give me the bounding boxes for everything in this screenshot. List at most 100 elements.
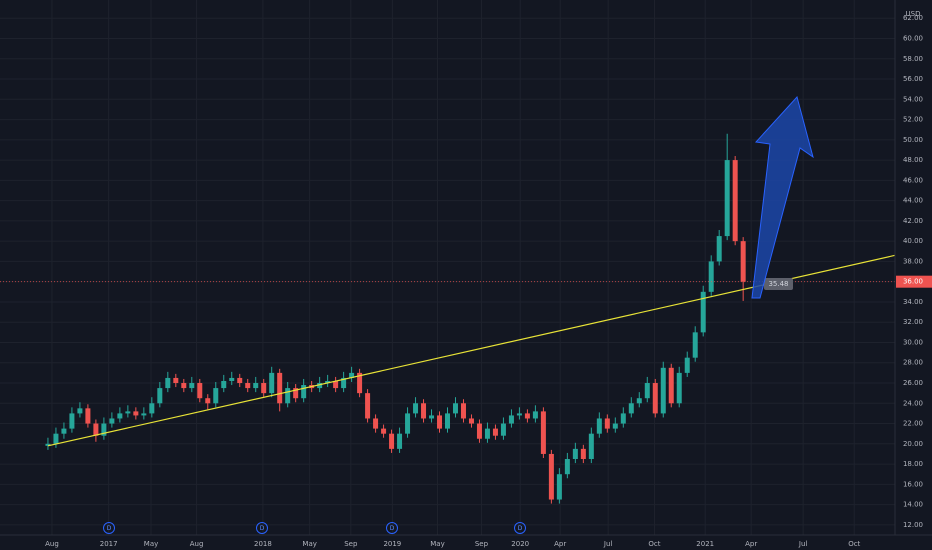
candle-body xyxy=(588,433,594,460)
candle-body xyxy=(580,448,586,460)
x-tick-label: Aug xyxy=(190,540,204,548)
dividend-marker xyxy=(514,522,526,534)
candle-body xyxy=(333,380,339,389)
x-tick-label: 2019 xyxy=(383,540,401,548)
arrow-drawing xyxy=(751,95,814,299)
price-tag-box xyxy=(764,278,793,290)
plot: 35.48 xyxy=(0,133,896,504)
candle-body xyxy=(269,372,275,394)
candle-body xyxy=(484,428,490,439)
x-tick-label: Aug xyxy=(45,540,59,548)
y-tick-label: 56.00 xyxy=(903,75,923,83)
y-tick-label: 48.00 xyxy=(903,156,923,164)
candle-body xyxy=(540,411,546,454)
x-tick-label: Jul xyxy=(798,540,808,548)
candle-body xyxy=(229,377,235,381)
candle-body xyxy=(285,388,291,404)
candle-body xyxy=(301,385,307,399)
y-tick-label: 62.00 xyxy=(903,14,923,22)
y-tick-label: 12.00 xyxy=(903,521,923,529)
candle-body xyxy=(740,241,746,282)
candle-body xyxy=(109,418,115,424)
x-tick-label: Sep xyxy=(344,540,358,548)
candle-body xyxy=(221,380,227,389)
y-tick-label: 18.00 xyxy=(903,460,923,468)
candle-body xyxy=(684,357,690,373)
x-tick-label: May xyxy=(430,540,444,548)
candle-body xyxy=(357,372,363,394)
candle-body xyxy=(205,398,211,404)
y-tick-label: 22.00 xyxy=(903,420,923,428)
candle-body xyxy=(69,413,75,429)
candle-body xyxy=(149,403,155,414)
candle-body xyxy=(660,367,666,414)
y-tick-label: 54.00 xyxy=(903,95,923,103)
candle-body xyxy=(724,160,730,237)
candle-body xyxy=(381,428,387,434)
candle-body xyxy=(532,411,538,419)
x-tick-label: Oct xyxy=(848,540,860,548)
x-tick-label: 2018 xyxy=(254,540,272,548)
candle-body xyxy=(237,377,243,384)
y-tick-label: 26.00 xyxy=(903,379,923,387)
dividend-label: D xyxy=(107,525,112,532)
x-tick-label: 2020 xyxy=(511,540,529,548)
candle-body xyxy=(93,423,99,436)
x-tick-label: May xyxy=(302,540,316,548)
candle-body xyxy=(253,383,259,389)
candle-body xyxy=(524,413,530,419)
candle-body xyxy=(732,160,738,242)
dividend-label: D xyxy=(518,525,523,532)
last-price-label: 36.00 xyxy=(903,278,923,286)
currency-label: USD xyxy=(906,10,921,18)
candle-body xyxy=(572,448,578,460)
candle-body xyxy=(349,372,355,378)
candle-body xyxy=(397,433,403,449)
y-tick-label: 32.00 xyxy=(903,318,923,326)
candle-body xyxy=(652,383,658,414)
y-tick-label: 24.00 xyxy=(903,399,923,407)
y-tick-label: 30.00 xyxy=(903,338,923,346)
x-tick-label: May xyxy=(144,540,158,548)
candle-body xyxy=(325,380,331,384)
candle-body xyxy=(421,403,427,419)
candle-body xyxy=(452,403,458,414)
x-tick-label: Sep xyxy=(475,540,489,548)
candle-body xyxy=(516,413,522,416)
y-tick-label: 40.00 xyxy=(903,237,923,245)
candle-body xyxy=(53,433,59,444)
x-tick-label: Apr xyxy=(554,540,566,548)
y-tick-label: 38.00 xyxy=(903,257,923,265)
candle-body xyxy=(157,388,163,404)
candle-body xyxy=(389,433,395,449)
candle-body xyxy=(644,383,650,399)
candle-body xyxy=(85,408,91,424)
dividend-label: D xyxy=(390,525,395,532)
candle-body xyxy=(668,367,674,404)
candle-body xyxy=(133,411,139,416)
candle-body xyxy=(125,411,131,414)
y-tick-label: 44.00 xyxy=(903,197,923,205)
dividend-marker xyxy=(256,522,268,534)
y-tick-label: 64.00 xyxy=(903,0,923,2)
y-tick-label: 20.00 xyxy=(903,440,923,448)
candle-body xyxy=(189,383,195,389)
candle-body xyxy=(460,403,466,419)
candle-body xyxy=(261,383,267,394)
candle-body xyxy=(476,423,482,439)
candle-body xyxy=(213,388,219,404)
candle-body xyxy=(508,415,514,424)
candle-body xyxy=(429,415,435,419)
candle-body xyxy=(628,403,634,414)
price-tag: 35.48 xyxy=(768,280,788,288)
y-tick-label: 58.00 xyxy=(903,55,923,63)
y-tick-label: 52.00 xyxy=(903,116,923,124)
candle-body xyxy=(556,474,562,500)
candle-body xyxy=(676,372,682,404)
candle-body xyxy=(700,291,706,333)
y-tick-label: 28.00 xyxy=(903,359,923,367)
y-tick-label: 34.00 xyxy=(903,298,923,306)
candle-body xyxy=(197,383,203,399)
